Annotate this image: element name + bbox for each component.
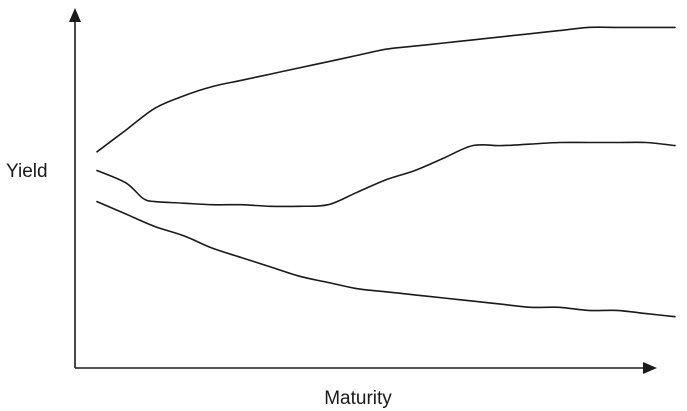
series-line-2 (96, 141, 676, 208)
series-line-1 (96, 26, 676, 153)
y-axis-label: Yield (6, 161, 48, 182)
x-axis-arrow (643, 362, 657, 374)
series-group (96, 26, 676, 318)
y-axis-arrow (69, 8, 81, 22)
x-axis-label: Maturity (324, 388, 392, 409)
series-line-3 (96, 200, 676, 318)
